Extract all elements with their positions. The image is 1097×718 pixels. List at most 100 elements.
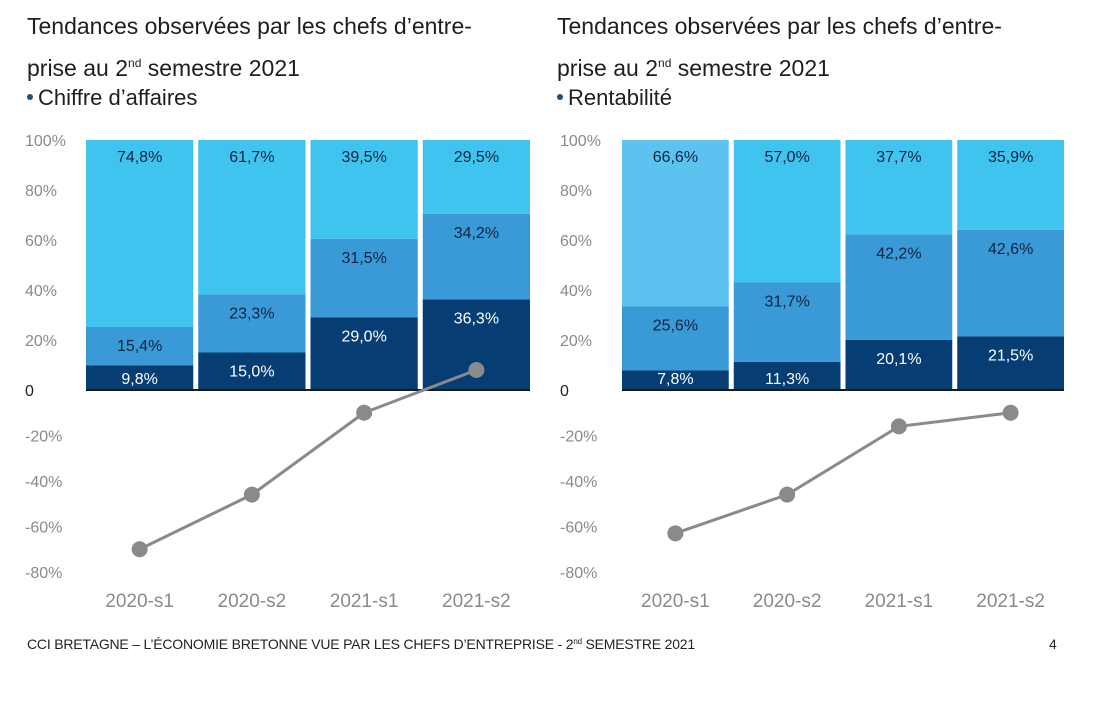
x-tick-label: 2021-s2	[976, 591, 1045, 612]
bar-segment-baisse	[733, 361, 841, 390]
bar-segment-stabilité	[845, 234, 953, 340]
y-tick-label: 40%	[25, 283, 57, 300]
x-tick-label: 2021-s1	[865, 591, 934, 612]
data-label: 7,8%	[657, 371, 693, 388]
data-label: 29,5%	[454, 149, 499, 166]
bar-segment-stabilité	[86, 327, 194, 366]
data-label: 34,2%	[454, 225, 499, 242]
balance-point	[131, 541, 148, 558]
y-tick-label: -40%	[560, 474, 597, 491]
data-label: 23,3%	[229, 305, 274, 322]
y-tick-label: -60%	[560, 520, 597, 537]
bar-segment-stabilité	[957, 229, 1064, 337]
chart-panel-chiffre-affaires: Tendances observées par les chefs d’entr…	[0, 0, 548, 625]
bar-segment-hausse	[622, 140, 729, 307]
y-tick-label: 0	[560, 383, 569, 400]
title-line-2: prise au 2	[27, 55, 129, 81]
y-tick-label: 80%	[25, 183, 57, 200]
subtitle-text: Chiffre d’affaires	[38, 85, 198, 110]
bar-segment-stabilité	[733, 282, 841, 362]
bullet-icon	[27, 94, 33, 101]
data-label: 61,7%	[229, 149, 274, 166]
chart-subtitle: Chiffre d’affaires	[27, 85, 197, 111]
title-line-1: Tendances observées par les chefs d’entr…	[27, 13, 472, 39]
balance-line	[138, 368, 477, 551]
y-tick-label: 80%	[560, 183, 592, 200]
data-label: 66,6%	[653, 149, 698, 166]
data-label: 29,0%	[341, 329, 386, 346]
x-tick-label: 2020-s1	[641, 591, 710, 612]
y-tick-label: -40%	[25, 474, 62, 491]
data-label: 35,9%	[988, 149, 1033, 166]
bar-segment-stabilité	[310, 238, 418, 318]
data-label: 15,4%	[117, 338, 162, 355]
y-tick-label: 20%	[560, 333, 592, 350]
balance-point	[890, 418, 907, 435]
y-tick-label: -20%	[560, 429, 597, 446]
data-label: 25,6%	[653, 318, 698, 335]
data-label: 11,3%	[765, 371, 809, 388]
y-tick-label: -80%	[25, 565, 62, 582]
bar-segment-hausse	[422, 140, 530, 214]
x-tick-label: 2020-s2	[218, 591, 287, 612]
bar-segment-baisse	[622, 370, 729, 390]
bar-segment-hausse	[86, 140, 194, 327]
bar-segment-hausse	[198, 140, 306, 295]
y-tick-label: 0	[25, 383, 34, 400]
balance-point	[779, 486, 796, 503]
y-tick-label: -60%	[25, 520, 62, 537]
bar-segment-stabilité	[198, 294, 306, 353]
y-tick-label: 40%	[560, 283, 592, 300]
balance-line	[674, 411, 1011, 535]
balance-point	[667, 525, 684, 542]
y-tick-label: -80%	[560, 565, 597, 582]
bar-group	[86, 140, 530, 390]
subtitle-text: Rentabilité	[568, 85, 672, 110]
data-label: 42,2%	[876, 245, 921, 262]
bar-segment-hausse	[957, 140, 1064, 230]
data-label: 36,3%	[454, 310, 499, 327]
page-footer: CCI BRETAGNE – L’ÉCONOMIE BRETONNE VUE P…	[27, 636, 695, 652]
title-line-2-end: semestre 2021	[671, 55, 830, 81]
balance-point	[468, 362, 485, 378]
bar-segment-baisse	[957, 336, 1064, 390]
bar-segment-baisse	[310, 317, 418, 390]
y-tick-label: 100%	[560, 133, 601, 150]
y-tick-label: 60%	[25, 233, 57, 250]
chart-title: Tendances observées par les chefs d’entr…	[557, 8, 1002, 87]
page-number: 4	[1049, 636, 1057, 652]
y-tick-label: 20%	[25, 333, 57, 350]
title-line-2: prise au 2	[557, 55, 659, 81]
data-label: 37,7%	[876, 149, 921, 166]
data-label: 31,5%	[341, 250, 386, 267]
data-label: 20,1%	[876, 351, 921, 368]
x-tick-label: 2021-s2	[442, 591, 511, 612]
y-tick-label: 60%	[560, 233, 592, 250]
bullet-icon	[557, 94, 563, 101]
stacked-bar-line-chart: 100% 80% 60% 40% 20% 0 -20% -40% -60% -80% 7,8% 25,…	[560, 133, 1064, 612]
data-label-group: 9,8% 15,4% 74,8% 15,0% 23,3% 61,7% 29,0% 31,5% 3…	[117, 149, 499, 388]
title-line-2-end: semestre 2021	[141, 55, 300, 81]
bar-segment-baisse	[86, 365, 194, 390]
y-tick-label: 100%	[25, 133, 66, 150]
data-label-group: 7,8% 25,6% 66,6% 11,3% 31,7% 57,0% 20,1% 42,2% 3…	[653, 149, 1034, 388]
bar-segment-hausse	[845, 140, 953, 235]
bar-segment-hausse	[310, 140, 418, 239]
chart-title: Tendances observées par les chefs d’entr…	[27, 8, 472, 87]
bar-segment-baisse	[198, 352, 306, 390]
bar-segment-stabilité	[422, 213, 530, 300]
x-tick-label: 2021-s1	[330, 591, 399, 612]
balance-point	[243, 486, 260, 503]
title-line-1: Tendances observées par les chefs d’entr…	[557, 13, 1002, 39]
y-tick-label: -20%	[25, 429, 62, 446]
bar-segment-stabilité	[622, 306, 729, 371]
data-label: 39,5%	[341, 149, 386, 166]
balance-point	[356, 404, 373, 421]
x-tick-label: 2020-s1	[105, 591, 174, 612]
x-tick-label: 2020-s2	[753, 591, 822, 612]
data-label: 15,0%	[229, 364, 274, 381]
bar-segment-baisse	[845, 339, 953, 390]
footer-superscript: nd	[573, 637, 582, 646]
data-label: 31,7%	[764, 294, 809, 311]
stacked-bar-line-chart: 100% 80% 60% 40% 20% 0 -20% -40% -60% -80% 9,8% 15,…	[25, 133, 530, 612]
